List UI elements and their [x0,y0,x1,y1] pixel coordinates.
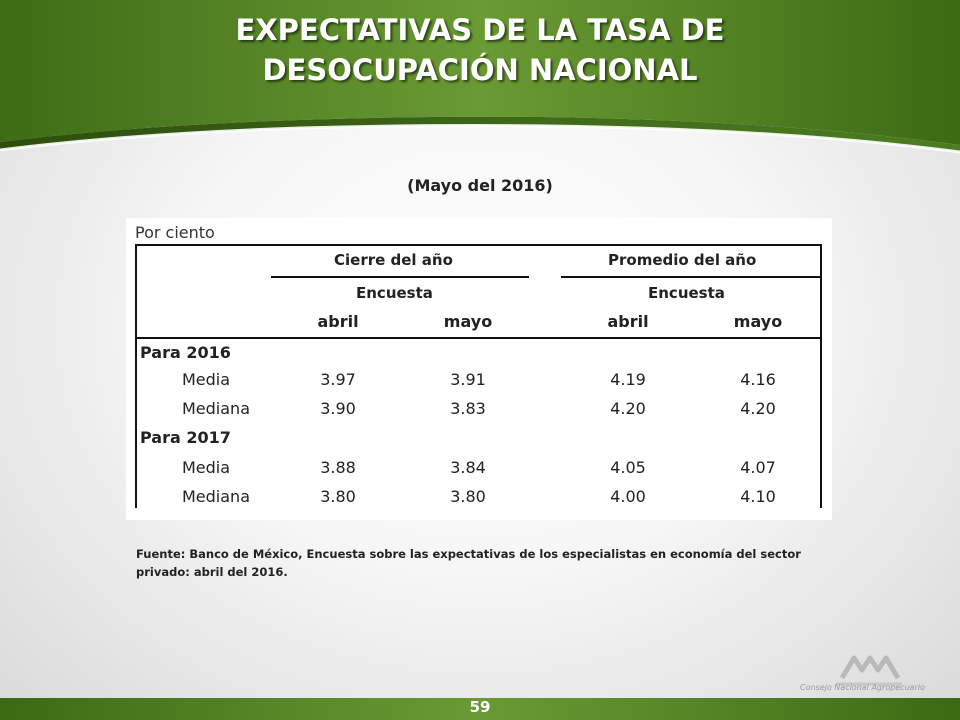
group-header-promedio: Promedio del año [608,251,757,269]
header-banner [0,0,960,154]
table-cell: 3.88 [320,458,356,477]
table-cell: 4.20 [740,399,776,418]
table-unit-label: Por ciento [135,223,215,242]
table-cell: 4.20 [610,399,646,418]
table-cell: 4.10 [740,487,776,506]
table-cell: 3.80 [320,487,356,506]
title-line-2: DESOCUPACIÓN NACIONAL [262,53,698,87]
table-cell: 4.19 [610,370,646,389]
column-header-mayo-1: mayo [443,312,493,331]
table-cell: 3.83 [450,399,486,418]
title-line-1: EXPECTATIVAS DE LA TASA DE [235,13,725,47]
group-underline-2 [561,276,822,278]
table-frame [135,244,822,508]
group-header-cierre: Cierre del año [334,251,453,269]
table-cell: 3.90 [320,399,356,418]
sub-header-encuesta-1: Encuesta [356,284,433,302]
sub-header-encuesta-2: Encuesta [648,284,725,302]
table-cell: 4.07 [740,458,776,477]
group-underline-1 [271,276,529,278]
row-label: Mediana [182,487,250,506]
source-note: Fuente: Banco de México, Encuesta sobre … [136,547,801,579]
slide-subtitle: (Mayo del 2016) [407,176,553,195]
logo-icon [836,655,902,686]
slide-title: EXPECTATIVAS DE LA TASA DE DESOCUPACIÓN … [0,10,960,90]
table-cell: 3.80 [450,487,486,506]
column-header-abril-2: abril [607,312,649,331]
table-cell: 3.84 [450,458,486,477]
expectations-table: Por ciento Cierre del año Promedio del a… [126,218,832,520]
column-header-abril-1: abril [317,312,359,331]
header-rule [135,337,822,339]
table-cell: 4.16 [740,370,776,389]
section-label-2017: Para 2017 [140,428,231,447]
table-cell: 4.00 [610,487,646,506]
row-label: Media [182,370,231,389]
table-cell: 3.91 [450,370,486,389]
row-label: Mediana [182,399,250,418]
column-header-mayo-2: mayo [733,312,783,331]
footer-bar [0,698,960,720]
page-number: 59 [469,698,491,716]
table-cell: 3.97 [320,370,356,389]
row-label: Media [182,458,231,477]
section-label-2016: Para 2016 [140,343,231,362]
table-cell: 4.05 [610,458,646,477]
logo-caption: Consejo Nacional Agropecuario [800,683,925,692]
